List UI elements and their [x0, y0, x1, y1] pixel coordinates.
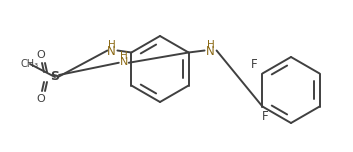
Text: H: H [207, 40, 215, 50]
Text: S: S [50, 71, 60, 83]
Text: N: N [206, 45, 215, 58]
Text: F: F [251, 58, 258, 71]
Text: H: H [120, 51, 128, 61]
Text: O: O [37, 94, 46, 104]
Text: O: O [37, 50, 46, 60]
Text: F: F [262, 110, 269, 123]
Text: H: H [108, 40, 115, 50]
Text: CH₃: CH₃ [21, 59, 39, 69]
Text: N: N [120, 57, 128, 67]
Text: N: N [107, 45, 116, 58]
